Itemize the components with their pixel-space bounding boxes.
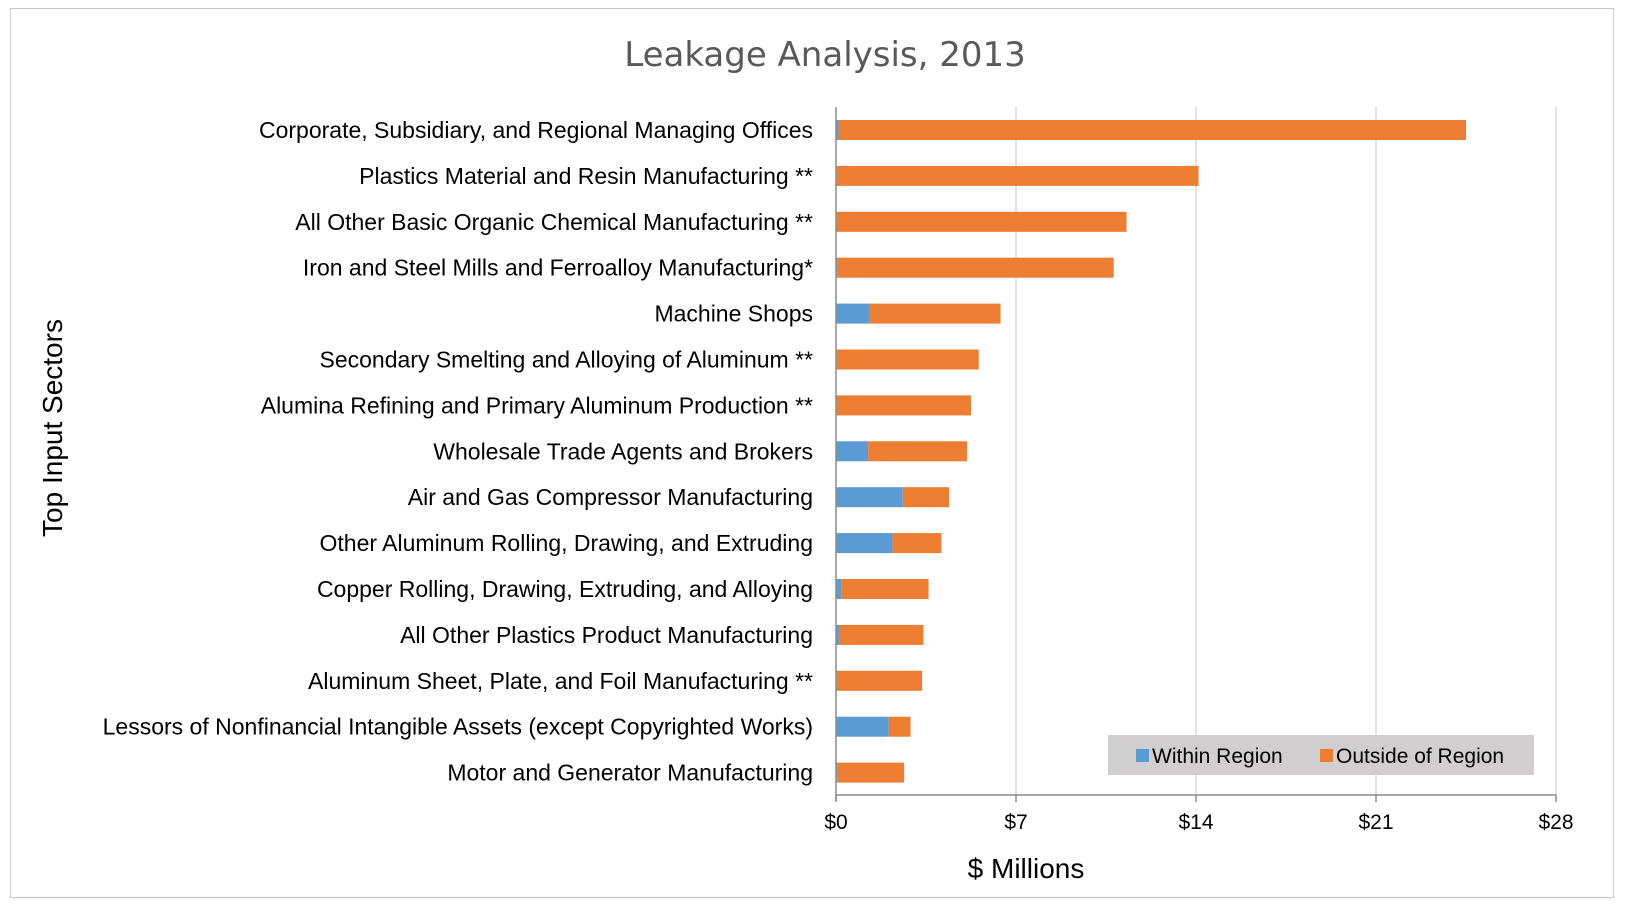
- category-label: Corporate, Subsidiary, and Regional Mana…: [259, 117, 813, 143]
- legend: Within Region Outside of Region: [1108, 735, 1534, 775]
- category-label: Secondary Smelting and Alloying of Alumi…: [319, 347, 813, 373]
- category-label: Other Aluminum Rolling, Drawing, and Ext…: [320, 530, 813, 556]
- bar-within-region-8: [836, 441, 869, 462]
- x-axis-title: $ Millions: [968, 853, 1085, 884]
- category-label: Lessors of Nonfinancial Intangible Asset…: [103, 714, 813, 740]
- bar-outside-of-region-4: [837, 257, 1114, 278]
- bar-outside-of-region-12: [839, 624, 924, 645]
- legend-swatch-outside-region: [1320, 749, 1333, 762]
- bar-outside-of-region-9: [902, 487, 950, 508]
- category-label: Machine Shops: [654, 301, 813, 327]
- gridlines: [1015, 107, 1557, 795]
- bar-outside-of-region-15: [837, 762, 905, 783]
- category-label: All Other Basic Organic Chemical Manufac…: [295, 209, 813, 235]
- legend-swatch-within-region: [1136, 749, 1149, 762]
- x-tick-label: $0: [824, 811, 847, 834]
- category-label: All Other Plastics Product Manufacturing: [400, 622, 813, 648]
- legend-label-within-region: Within Region: [1152, 745, 1283, 768]
- legend-label-outside-region: Outside of Region: [1336, 745, 1504, 768]
- category-label: Iron and Steel Mills and Ferroalloy Manu…: [303, 255, 813, 281]
- bar-outside-of-region-7: [836, 395, 971, 416]
- bar-outside-of-region-1: [838, 120, 1466, 140]
- y-axis-title: Top Input Sectors: [37, 319, 68, 537]
- category-label: Aluminum Sheet, Plate, and Foil Manufact…: [308, 668, 813, 694]
- bar-outside-of-region-6: [836, 349, 979, 370]
- bar-outside-of-region-13: [836, 670, 923, 691]
- x-axis: $0 $7 $14 $21 $28: [824, 107, 1574, 834]
- x-tick-label: $28: [1538, 811, 1573, 834]
- bar-outside-of-region-2: [836, 165, 1199, 186]
- category-label: Air and Gas Compressor Manufacturing: [408, 484, 813, 510]
- bar-within-region-1: [836, 120, 839, 140]
- bars: [836, 120, 1466, 783]
- bar-outside-of-region-14: [888, 716, 911, 737]
- bar-within-region-11: [836, 579, 842, 599]
- bar-outside-of-region-3: [836, 211, 1127, 232]
- bar-within-region-14: [836, 716, 889, 737]
- bar-outside-of-region-10: [892, 533, 942, 554]
- bar-outside-of-region-5: [869, 303, 1001, 324]
- bar-outside-of-region-11: [841, 579, 929, 599]
- category-label: Motor and Generator Manufacturing: [447, 760, 813, 786]
- category-label: Wholesale Trade Agents and Brokers: [433, 438, 813, 464]
- bar-within-region-10: [836, 533, 893, 554]
- x-tick-label: $14: [1178, 811, 1213, 834]
- bar-outside-of-region-8: [868, 441, 968, 462]
- category-label: Plastics Material and Resin Manufacturin…: [359, 163, 813, 189]
- category-label: Copper Rolling, Drawing, Extruding, and …: [317, 576, 813, 602]
- category-labels: Corporate, Subsidiary, and Regional Mana…: [103, 117, 813, 786]
- bar-within-region-5: [836, 303, 870, 324]
- chart-title: Leakage Analysis, 2013: [624, 35, 1026, 75]
- bar-within-region-12: [836, 624, 840, 645]
- x-tick-label: $7: [1004, 811, 1027, 834]
- bar-within-region-9: [836, 487, 903, 508]
- category-label: Alumina Refining and Primary Aluminum Pr…: [261, 392, 813, 418]
- x-tick-label: $21: [1358, 811, 1393, 834]
